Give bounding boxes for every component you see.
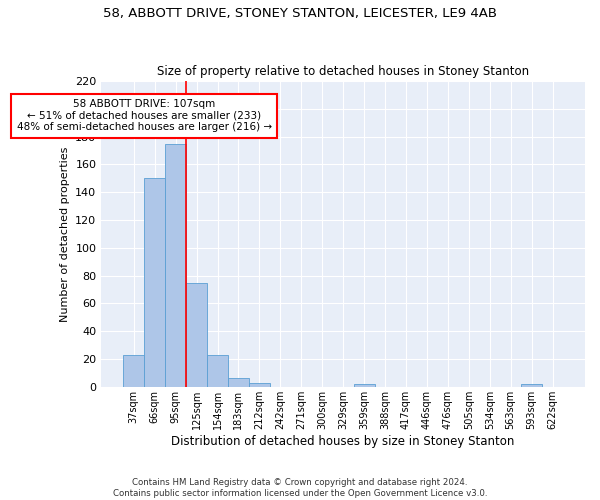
Bar <box>353 384 374 387</box>
Bar <box>228 378 249 387</box>
Y-axis label: Number of detached properties: Number of detached properties <box>59 146 70 322</box>
Title: Size of property relative to detached houses in Stoney Stanton: Size of property relative to detached ho… <box>157 66 529 78</box>
Bar <box>144 178 165 387</box>
X-axis label: Distribution of detached houses by size in Stoney Stanton: Distribution of detached houses by size … <box>172 434 515 448</box>
Bar <box>123 355 144 387</box>
Bar <box>165 144 186 387</box>
Bar <box>249 382 270 387</box>
Text: 58, ABBOTT DRIVE, STONEY STANTON, LEICESTER, LE9 4AB: 58, ABBOTT DRIVE, STONEY STANTON, LEICES… <box>103 8 497 20</box>
Bar <box>186 282 207 387</box>
Bar <box>207 355 228 387</box>
Text: 58 ABBOTT DRIVE: 107sqm
← 51% of detached houses are smaller (233)
48% of semi-d: 58 ABBOTT DRIVE: 107sqm ← 51% of detache… <box>17 99 272 132</box>
Bar <box>521 384 542 387</box>
Text: Contains HM Land Registry data © Crown copyright and database right 2024.
Contai: Contains HM Land Registry data © Crown c… <box>113 478 487 498</box>
